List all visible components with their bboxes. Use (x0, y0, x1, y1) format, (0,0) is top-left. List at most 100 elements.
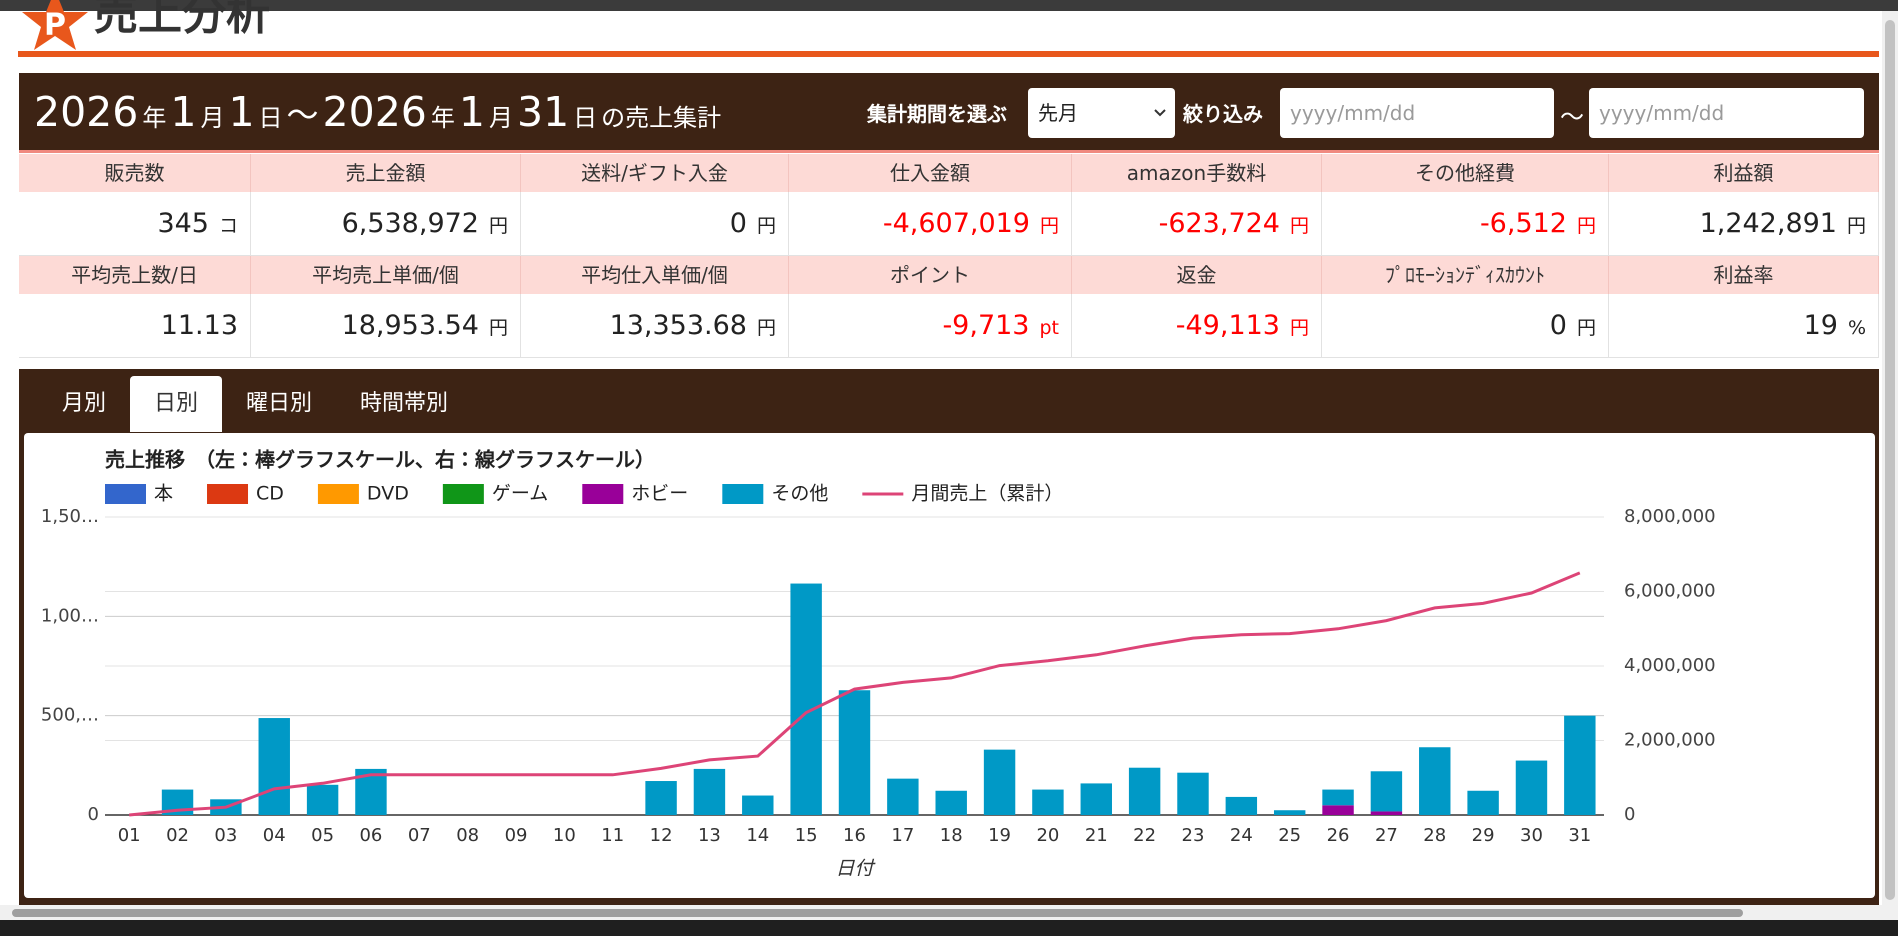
bar (1032, 789, 1064, 815)
legend-label: CD (256, 483, 284, 505)
stat-unit: 円 (1846, 215, 1866, 237)
period-part: 年 (430, 104, 455, 132)
stat-cell: 1,242,891 円 (1609, 192, 1879, 256)
stat-unit: pt (1039, 317, 1059, 339)
x-tick-label: 12 (650, 825, 673, 846)
stat-label: 仕入金額 (789, 154, 1072, 192)
h-scroll-thumb[interactable] (12, 909, 1743, 917)
bar (1128, 767, 1161, 815)
legend-swatch (105, 484, 146, 504)
svg-text:P: P (44, 8, 66, 43)
date-to[interactable]: yyyy/mm/dd (1589, 88, 1864, 138)
period-part: 1 (228, 88, 255, 136)
chart-title: 売上推移 （左：棒グラフスケール、右：線グラフスケール） (105, 448, 655, 472)
stat-unit: 円 (1576, 317, 1596, 339)
stat-value: 19 (1803, 310, 1838, 341)
bar (258, 718, 290, 815)
stat-label: 平均売上数/日 (19, 256, 251, 294)
stat-cell: 11.13 (19, 294, 251, 358)
legend-label: その他 (771, 483, 828, 505)
legend-label: ゲーム (492, 483, 548, 505)
period-part: 2026 (322, 88, 427, 136)
period-part: 日 (258, 104, 283, 132)
stat-unit: 円 (756, 317, 776, 339)
x-tick-label: 07 (408, 825, 431, 846)
tab[interactable]: 日別 (130, 376, 223, 432)
period-part: の売上集計 (601, 104, 722, 132)
stat-label: 返金 (1072, 256, 1322, 294)
tab[interactable]: 曜日別 (246, 391, 313, 416)
legend-swatch (207, 484, 249, 504)
x-tick-label: 28 (1423, 825, 1446, 846)
stat-cell: 6,538,972 円 (251, 192, 521, 256)
y2-tick-label: 6,000,000 (1624, 581, 1716, 602)
bar (790, 583, 822, 815)
x-axis-label: 日付 (835, 858, 876, 880)
stat-cell: 18,953.54 円 (251, 294, 521, 358)
line (129, 571, 1581, 817)
select-value: 先月 (1038, 101, 1078, 125)
stat-cell: 345 コ (19, 192, 251, 256)
tab[interactable]: 時間帯別 (360, 391, 449, 416)
stat-label: 送料/ギフト入金 (521, 154, 789, 192)
stat-unit: コ (218, 215, 238, 237)
stat-value: 11.13 (160, 310, 238, 341)
stat-label: 利益額 (1609, 154, 1879, 192)
stat-cell: 19% (1609, 294, 1879, 358)
period-part: 1 (458, 88, 485, 136)
y-tick-label: 1,00… (41, 605, 99, 626)
tab[interactable]: 月別 (62, 391, 107, 416)
bar (1322, 805, 1354, 815)
stat-label: 利益率 (1609, 256, 1879, 294)
taskbar (0, 920, 1898, 936)
x-tick-label: 27 (1375, 825, 1398, 846)
x-tick-label: 22 (1133, 825, 1156, 846)
stat-value: 0 (1549, 310, 1567, 341)
y2-tick-label: 8,000,000 (1624, 506, 1716, 527)
narrow-label: 絞り込み (1183, 102, 1263, 126)
bar (1564, 715, 1596, 815)
y2-tick-label: 0 (1624, 804, 1635, 825)
stat-cell: 13,353.68 円 (521, 294, 789, 358)
stat-value: 345 (157, 208, 209, 239)
bar (693, 768, 726, 815)
x-tick-label: 03 (214, 825, 237, 846)
stat-cell: -4,607,019 円 (789, 192, 1072, 256)
legend-swatch (722, 484, 764, 504)
v-scroll-thumb[interactable] (1885, 20, 1895, 900)
period-part: 月 (488, 104, 513, 132)
browser-bar (0, 0, 1898, 11)
bar (1177, 772, 1209, 815)
stat-label: 平均仕入単価/個 (521, 256, 789, 294)
x-tick-label: 09 (505, 825, 528, 846)
period-label: 集計期間を選ぶ (867, 102, 1007, 126)
bar (983, 749, 1016, 815)
date-from[interactable]: yyyy/mm/dd (1280, 88, 1554, 138)
stat-unit: 円 (1039, 215, 1059, 237)
stat-cell: -6,512 円 (1322, 192, 1609, 256)
y-tick-label: 0 (88, 804, 99, 825)
stat-unit: 円 (1576, 215, 1596, 237)
stat-unit: 円 (1289, 317, 1309, 339)
stat-label: 平均売上単価/個 (251, 256, 521, 294)
y2-tick-label: 4,000,000 (1624, 655, 1716, 676)
stats-table: 販売数 売上金額 送料/ギフト入金 仕入金額 amazon手数料 その他経費 利益額 345 コ… (19, 154, 1879, 358)
x-tick-label: 14 (746, 825, 769, 846)
stat-value: -6,512 (1479, 208, 1567, 239)
x-tick-label: 05 (311, 825, 334, 846)
legend-label: 月間売上（累計） (911, 483, 1063, 505)
legend-label: ホビー (631, 483, 688, 505)
x-tick-label: 01 (118, 825, 141, 846)
stat-unit: 円 (488, 317, 508, 339)
period-select[interactable]: 先月 (1028, 88, 1175, 138)
stat-unit: 円 (488, 215, 508, 237)
y2-tick-label: 2,000,000 (1624, 730, 1716, 751)
x-tick-label: 25 (1278, 825, 1301, 846)
x-tick-label: 24 (1230, 825, 1253, 846)
legend-swatch (442, 484, 484, 504)
bar (1322, 789, 1354, 806)
x-tick-label: 04 (263, 825, 286, 846)
stat-value: -4,607,019 (882, 208, 1030, 239)
period-part: 月 (200, 104, 225, 132)
